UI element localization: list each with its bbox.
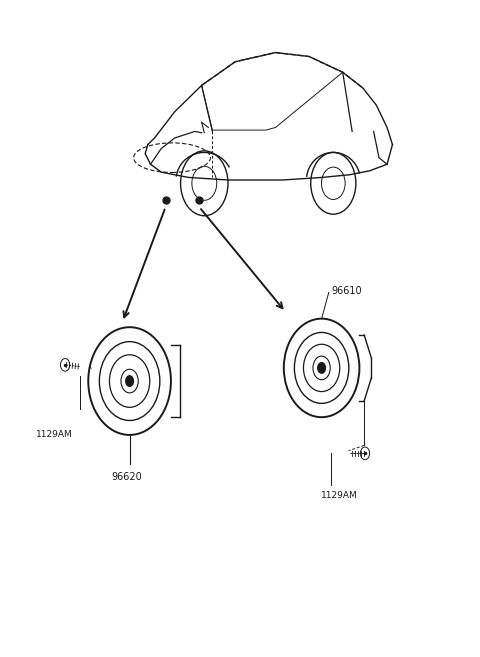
Text: 96620: 96620 (111, 472, 142, 482)
Text: 96610: 96610 (331, 286, 362, 296)
Circle shape (318, 363, 325, 373)
Text: 1129AM: 1129AM (321, 491, 358, 500)
Text: 1129AM: 1129AM (36, 430, 73, 439)
Circle shape (126, 376, 133, 386)
